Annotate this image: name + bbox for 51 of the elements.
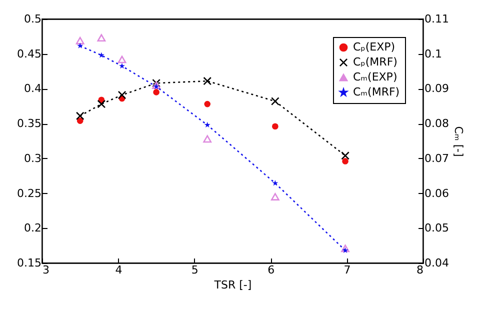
legend-label: Cₘ(MRF) <box>353 86 400 98</box>
y2-tick-label: 0.07 <box>424 152 449 165</box>
y2-tick-label: 0.04 <box>424 256 449 270</box>
x-axis-title: TSR [-] <box>213 278 252 292</box>
x-tick-label: 8 <box>416 264 424 276</box>
y-tick-label: 0.35 <box>17 117 42 130</box>
x-tick-label: 7 <box>344 264 351 276</box>
y2-tick-label: 0.06 <box>424 186 449 200</box>
point <box>342 247 348 254</box>
y2-tick-label: 0.11 <box>424 12 449 26</box>
x-tick-label: 5 <box>191 264 198 276</box>
y-tick-label: 0.25 <box>17 186 42 200</box>
y-tick-label: 0.5 <box>24 12 42 26</box>
point <box>204 122 210 128</box>
point <box>97 100 106 108</box>
point <box>270 97 280 106</box>
point <box>76 118 84 124</box>
point <box>342 158 348 164</box>
point <box>272 180 278 186</box>
y-tick-label: 0.45 <box>17 47 42 60</box>
x-tick-label: 6 <box>268 264 275 276</box>
point <box>270 193 280 200</box>
x-tick-label: 3 <box>42 264 50 276</box>
y2-tick-label: 0.09 <box>424 82 449 96</box>
point <box>118 90 126 100</box>
x-tick-label: 4 <box>115 264 122 276</box>
y-tick-label: 0.2 <box>24 222 42 235</box>
point <box>97 34 106 42</box>
point <box>272 123 278 130</box>
point <box>98 52 104 58</box>
legend-label: Cₚ(MRF) <box>353 56 398 68</box>
point <box>119 62 126 69</box>
legend-label: Cₚ(EXP) <box>353 40 396 54</box>
point <box>203 76 212 86</box>
y2-axis-title: Cₘ [-] <box>452 126 465 157</box>
point <box>341 151 350 160</box>
y-tick-label: 0.4 <box>24 82 42 96</box>
y2-tick-label: 0.05 <box>424 222 449 235</box>
y2-tick-label: 0.08 <box>424 117 449 130</box>
y-tick-label: 0.3 <box>24 152 42 165</box>
point <box>118 56 126 64</box>
point <box>153 89 160 96</box>
legend-label: Cₘ(EXP) <box>353 70 398 84</box>
point <box>76 112 84 120</box>
y2-tick-label: 0.1 <box>424 47 442 60</box>
point <box>341 244 350 252</box>
point <box>77 42 84 48</box>
point <box>76 36 84 44</box>
point <box>204 100 211 108</box>
point <box>203 135 212 143</box>
y-tick-label: 0.15 <box>17 256 42 270</box>
